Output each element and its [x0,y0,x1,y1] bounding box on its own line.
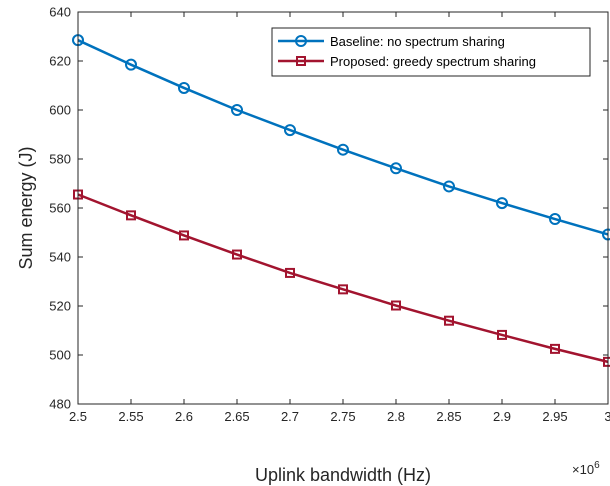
y-tick-label: 480 [49,397,71,412]
y-tick-label: 500 [49,348,71,363]
x-tick-label: 2.7 [281,409,299,424]
data-point-marker [285,267,295,278]
series-proposed [73,189,610,367]
svg-text:×106: ×106 [572,460,600,477]
legend-marker-sample [296,56,306,66]
legend-items [278,35,324,66]
x-tick-label: 2.8 [387,409,405,424]
y-tick-label: 560 [49,201,71,216]
y-tick-label: 620 [49,54,71,69]
x-tick-label: 2.5 [69,409,87,424]
data-point-marker [496,197,508,210]
data-point-marker [497,329,507,340]
y-tick-label: 600 [49,103,71,118]
x-tick-label: 2.85 [436,409,461,424]
data-point-marker [125,58,137,71]
x-multiplier-exponent: 6 [594,460,600,471]
data-point-marker [390,162,402,175]
x-axis-label: Uplink bandwidth (Hz) [255,465,431,485]
y-tick-label: 520 [49,299,71,314]
data-point-marker [444,315,454,326]
data-point-marker [284,124,296,137]
data-point-marker [179,230,189,241]
data-point-marker [443,180,455,193]
y-tick-label: 540 [49,250,71,265]
x-tick-label: 2.9 [493,409,511,424]
legend-label-baseline: Baseline: no spectrum sharing [330,34,505,49]
data-point-marker [550,343,560,354]
x-axis-multiplier: ×106 [572,460,600,477]
data-point-marker [232,249,242,260]
x-tick-label: 3 [604,409,610,424]
legend-label-proposed: Proposed: greedy spectrum sharing [330,54,536,69]
data-point-marker [126,210,136,221]
legend: Baseline: no spectrum sharing Proposed: … [271,27,591,77]
data-point-marker [549,213,561,226]
data-point-marker [231,104,243,116]
series-line [77,193,609,364]
tick-layer: 2.5 2.55 2.6 2.65 2.7 2.75 2.8 2.85 2.9 2.95 3 480 5… [49,5,610,425]
x-tick-label: 2.6 [175,409,193,424]
legend-entry [278,56,324,66]
legend-marker-sample [295,35,307,47]
y-axis-label: Sum energy (J) [16,146,36,269]
x-multiplier-base: ×10 [572,462,594,477]
data-point-marker [178,81,190,94]
y-tick-label: 580 [49,152,71,167]
x-tick-label: 2.65 [224,409,249,424]
x-tick-label: 2.95 [542,409,567,424]
x-tick-label: 2.55 [118,409,143,424]
legend-box [271,27,591,77]
data-point-marker [391,300,401,311]
data-point-marker [338,284,348,295]
x-tick-label: 2.75 [330,409,355,424]
series-line [77,39,609,236]
y-tick-label: 640 [49,5,71,20]
legend-entry [278,35,324,47]
data-point-marker [337,143,349,156]
